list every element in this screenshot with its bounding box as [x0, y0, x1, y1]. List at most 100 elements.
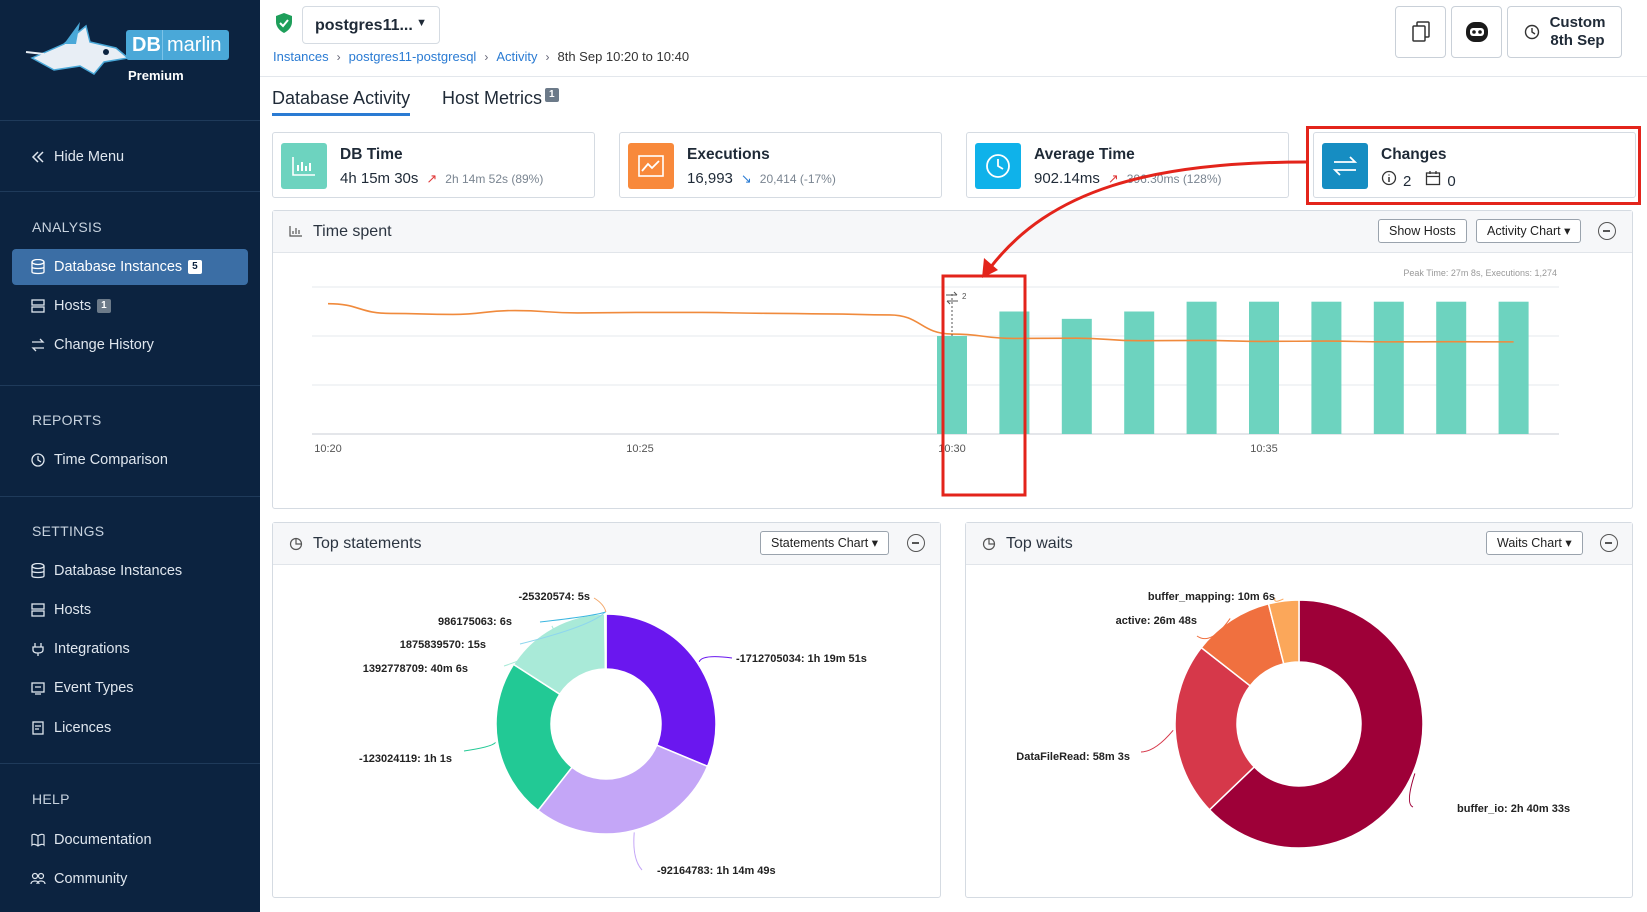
help-heading: HELP	[32, 791, 70, 807]
logo-marlin-text: marlin	[162, 30, 230, 60]
tab-host-metrics[interactable]: Host Metrics 1	[442, 88, 559, 109]
bar	[1186, 301, 1217, 434]
collapse-icon[interactable]	[1600, 534, 1618, 552]
divider	[0, 763, 260, 764]
caret-down-icon: ▾	[1565, 536, 1572, 550]
slice-label: active: 26m 48s	[1116, 615, 1197, 627]
top-statements-chart: -1712705034: 1h 19m 51s -92164783: 1h 14m…	[359, 591, 867, 877]
database-icon	[30, 563, 46, 579]
leader-line	[593, 597, 607, 613]
breadcrumb-current: 8th Sep 10:20 to 10:40	[557, 49, 690, 64]
arrow-down-icon: ↘	[740, 171, 752, 186]
leader-line	[1274, 597, 1284, 602]
plug-icon	[30, 641, 46, 657]
instance-name: postgres11...	[315, 17, 413, 34]
sidebar-item-integrations[interactable]: Integrations	[12, 631, 248, 667]
slice-label: -92164783: 1h 14m 49s	[657, 865, 776, 877]
sidebar-item-event-types[interactable]: Event Types	[12, 670, 248, 706]
sidebar-item-hosts[interactable]: Hosts 1	[12, 288, 248, 324]
slice-label: -25320574: 5s	[518, 591, 590, 603]
info-icon	[1381, 170, 1397, 186]
count-badge: 5	[188, 260, 202, 274]
pie-slice	[495, 663, 574, 812]
show-hosts-button[interactable]: Show Hosts	[1378, 219, 1467, 243]
leader-line	[1196, 618, 1231, 640]
bar-chart-icon	[289, 226, 302, 237]
card-compare: 396.30ms (128%)	[1126, 172, 1222, 186]
activity-chart-dropdown[interactable]: Activity Chart ▾	[1476, 219, 1582, 243]
pie-slice	[1174, 646, 1256, 811]
breadcrumb-activity[interactable]: Activity	[496, 49, 538, 64]
sidebar-item-community[interactable]: Community	[12, 861, 248, 897]
bar	[999, 311, 1030, 434]
arrow-up-icon: ↗	[426, 171, 438, 186]
x-tick-label: 10:25	[626, 443, 654, 455]
top-waits-chart: buffer_io: 2h 40m 33s DataFileRead: 58m 3…	[1016, 591, 1570, 849]
time-range-label: Custom 8th Sep	[1550, 14, 1606, 50]
db-time-card[interactable]: DB Time 4h 15m 30s ↗ 2h 14m 52s (89%)	[272, 132, 595, 198]
clock-icon	[1524, 24, 1539, 40]
dropdown-label: Activity Chart	[1487, 224, 1561, 238]
executions-card[interactable]: Executions 16,993 ↘ 20,414 (-17%)	[619, 132, 942, 198]
sidebar-item-time-comparison[interactable]: Time Comparison	[12, 442, 248, 478]
sidebar-item-database-instances[interactable]: Database Instances 5	[12, 249, 248, 285]
collapse-icon[interactable]	[907, 534, 925, 552]
panel-title: Top statements	[313, 535, 422, 552]
dropdown-label: Statements Chart	[771, 536, 869, 550]
sidebar-item-label: Hosts	[54, 602, 92, 618]
sidebar-item-label: Documentation	[54, 832, 152, 848]
chevron-right-icon: ›	[484, 49, 489, 64]
bar	[1436, 301, 1467, 434]
pie-slice	[605, 613, 717, 768]
pie-chart-icon	[289, 537, 303, 551]
breadcrumb-instance[interactable]: postgres11-postgresql	[348, 49, 477, 64]
line-chart-icon	[628, 143, 674, 189]
sidebar-item-label: Licences	[54, 720, 112, 736]
breadcrumb-instances[interactable]: Instances	[273, 49, 329, 64]
x-tick-label: 10:35	[1250, 443, 1278, 455]
statements-chart-dropdown[interactable]: Statements Chart ▾	[760, 531, 890, 555]
time-range-button[interactable]: Custom 8th Sep	[1507, 6, 1622, 58]
x-tick-label: 10:20	[314, 443, 342, 455]
card-title: Executions	[687, 146, 770, 163]
logo-db-text: DB	[126, 30, 167, 60]
count-badge: 1	[545, 88, 559, 102]
settings-heading: SETTINGS	[32, 523, 105, 539]
panel-title: Top waits	[1006, 535, 1073, 552]
hide-menu-button[interactable]: Hide Menu	[12, 139, 248, 175]
sidebar-item-settings-hosts[interactable]: Hosts	[12, 592, 248, 628]
arrows-exchange-icon	[30, 337, 46, 353]
card-compare: 20,414 (-17%)	[759, 172, 836, 186]
double-chevron-left-icon	[30, 149, 46, 165]
collapse-icon[interactable]	[1598, 222, 1616, 240]
instance-selector[interactable]: postgres11... ▼	[302, 6, 440, 44]
dbmarlin-logo[interactable]: DB marlin Premium	[24, 14, 230, 84]
users-icon	[30, 871, 46, 887]
clock-icon	[975, 143, 1021, 189]
changes-card[interactable]: Changes 2 0	[1313, 132, 1636, 198]
calendar-icon	[1426, 171, 1441, 186]
assistant-button[interactable]	[1451, 6, 1502, 58]
bar	[1498, 301, 1529, 434]
series-line	[327, 302, 1514, 343]
clock-icon	[30, 452, 46, 468]
caret-down-icon: ▾	[871, 536, 879, 550]
waits-chart-dropdown[interactable]: Waits Chart ▾	[1486, 531, 1583, 555]
bar	[1061, 318, 1092, 434]
sidebar-item-label: Time Comparison	[54, 452, 168, 468]
slice-label: 986175063: 6s	[438, 616, 512, 628]
panel-header: Top waits Waits Chart ▾	[966, 523, 1632, 565]
sidebar-item-licences[interactable]: Licences	[12, 710, 248, 746]
copy-button[interactable]	[1395, 6, 1446, 58]
count-badge: 1	[97, 299, 111, 313]
event-types-icon	[30, 680, 46, 696]
logo-tier: Premium	[128, 68, 184, 83]
average-time-card[interactable]: Average Time 902.14ms ↗ 396.30ms (128%)	[966, 132, 1289, 198]
tab-database-activity[interactable]: Database Activity	[272, 88, 411, 116]
pie-chart-icon	[982, 537, 996, 551]
sidebar-item-settings-database-instances[interactable]: Database Instances	[12, 553, 248, 589]
sidebar-item-change-history[interactable]: Change History	[12, 327, 248, 363]
sidebar-item-documentation[interactable]: Documentation	[12, 822, 248, 858]
bar-chart-icon	[281, 143, 327, 189]
slice-label: buffer_mapping: 10m 6s	[1148, 591, 1275, 603]
